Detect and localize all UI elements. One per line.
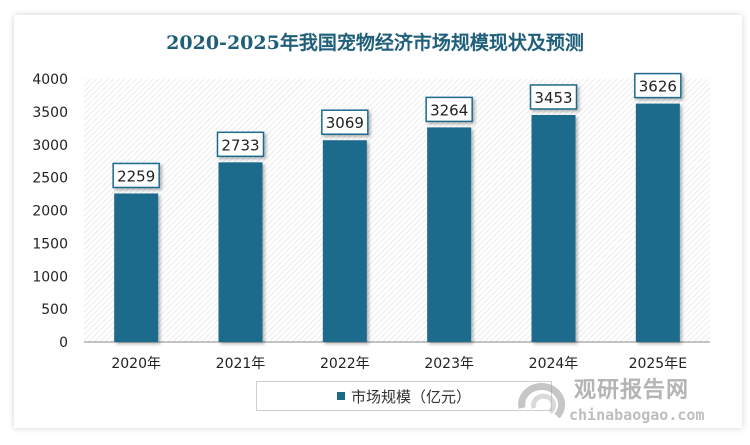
x-tick-label: 2022年 [320, 356, 370, 372]
bar [531, 114, 576, 343]
data-label-box [112, 162, 160, 189]
y-tick-label: 3000 [32, 138, 68, 154]
data-label: 3453 [534, 89, 572, 107]
y-tick-label: 1000 [32, 269, 68, 285]
data-label-box [321, 109, 369, 135]
data-label: 2733 [221, 136, 259, 154]
y-tick-label: 1500 [32, 236, 68, 252]
y-tick-label: 0 [59, 335, 68, 351]
y-tick-label: 4000 [32, 72, 68, 88]
x-tick-label: 2021年 [216, 356, 266, 372]
data-label-box [216, 131, 265, 158]
x-tick-label: 2023年 [424, 356, 474, 372]
watermark-name: 观研报告网 [574, 378, 690, 403]
plot-area [84, 79, 710, 342]
bar [322, 140, 367, 342]
y-tick-label: 3500 [32, 105, 68, 121]
data-label-box [529, 84, 578, 110]
data-label: 3069 [326, 114, 364, 132]
x-tick-label: 2020年 [111, 356, 161, 372]
chart-title: 2020-2025年我国宠物经济市场规模现状及预测 [166, 32, 584, 54]
x-tick-label: 2025年E [629, 356, 687, 372]
watermark-url: chinabaogao.com [569, 406, 705, 424]
watermark: 观研报告网 chinabaogao.com [512, 378, 732, 428]
data-label: 2259 [117, 167, 155, 185]
data-label: 3626 [639, 78, 677, 96]
bar [427, 127, 472, 342]
data-label: 3264 [430, 101, 468, 119]
y-tick-label: 500 [41, 302, 68, 318]
bar [218, 162, 263, 342]
bar [114, 193, 159, 342]
legend-swatch [336, 392, 345, 400]
data-label-box [425, 96, 473, 123]
y-tick-label: 2000 [32, 204, 68, 220]
x-tick-label: 2024年 [529, 356, 579, 372]
watermark-logo-icon [518, 383, 566, 419]
legend-label: 市场规模（亿元） [350, 387, 471, 406]
legend: 市场规模（亿元） [256, 381, 552, 411]
bar [635, 103, 680, 342]
y-tick-label: 2500 [32, 171, 68, 187]
data-label-box [634, 72, 682, 99]
